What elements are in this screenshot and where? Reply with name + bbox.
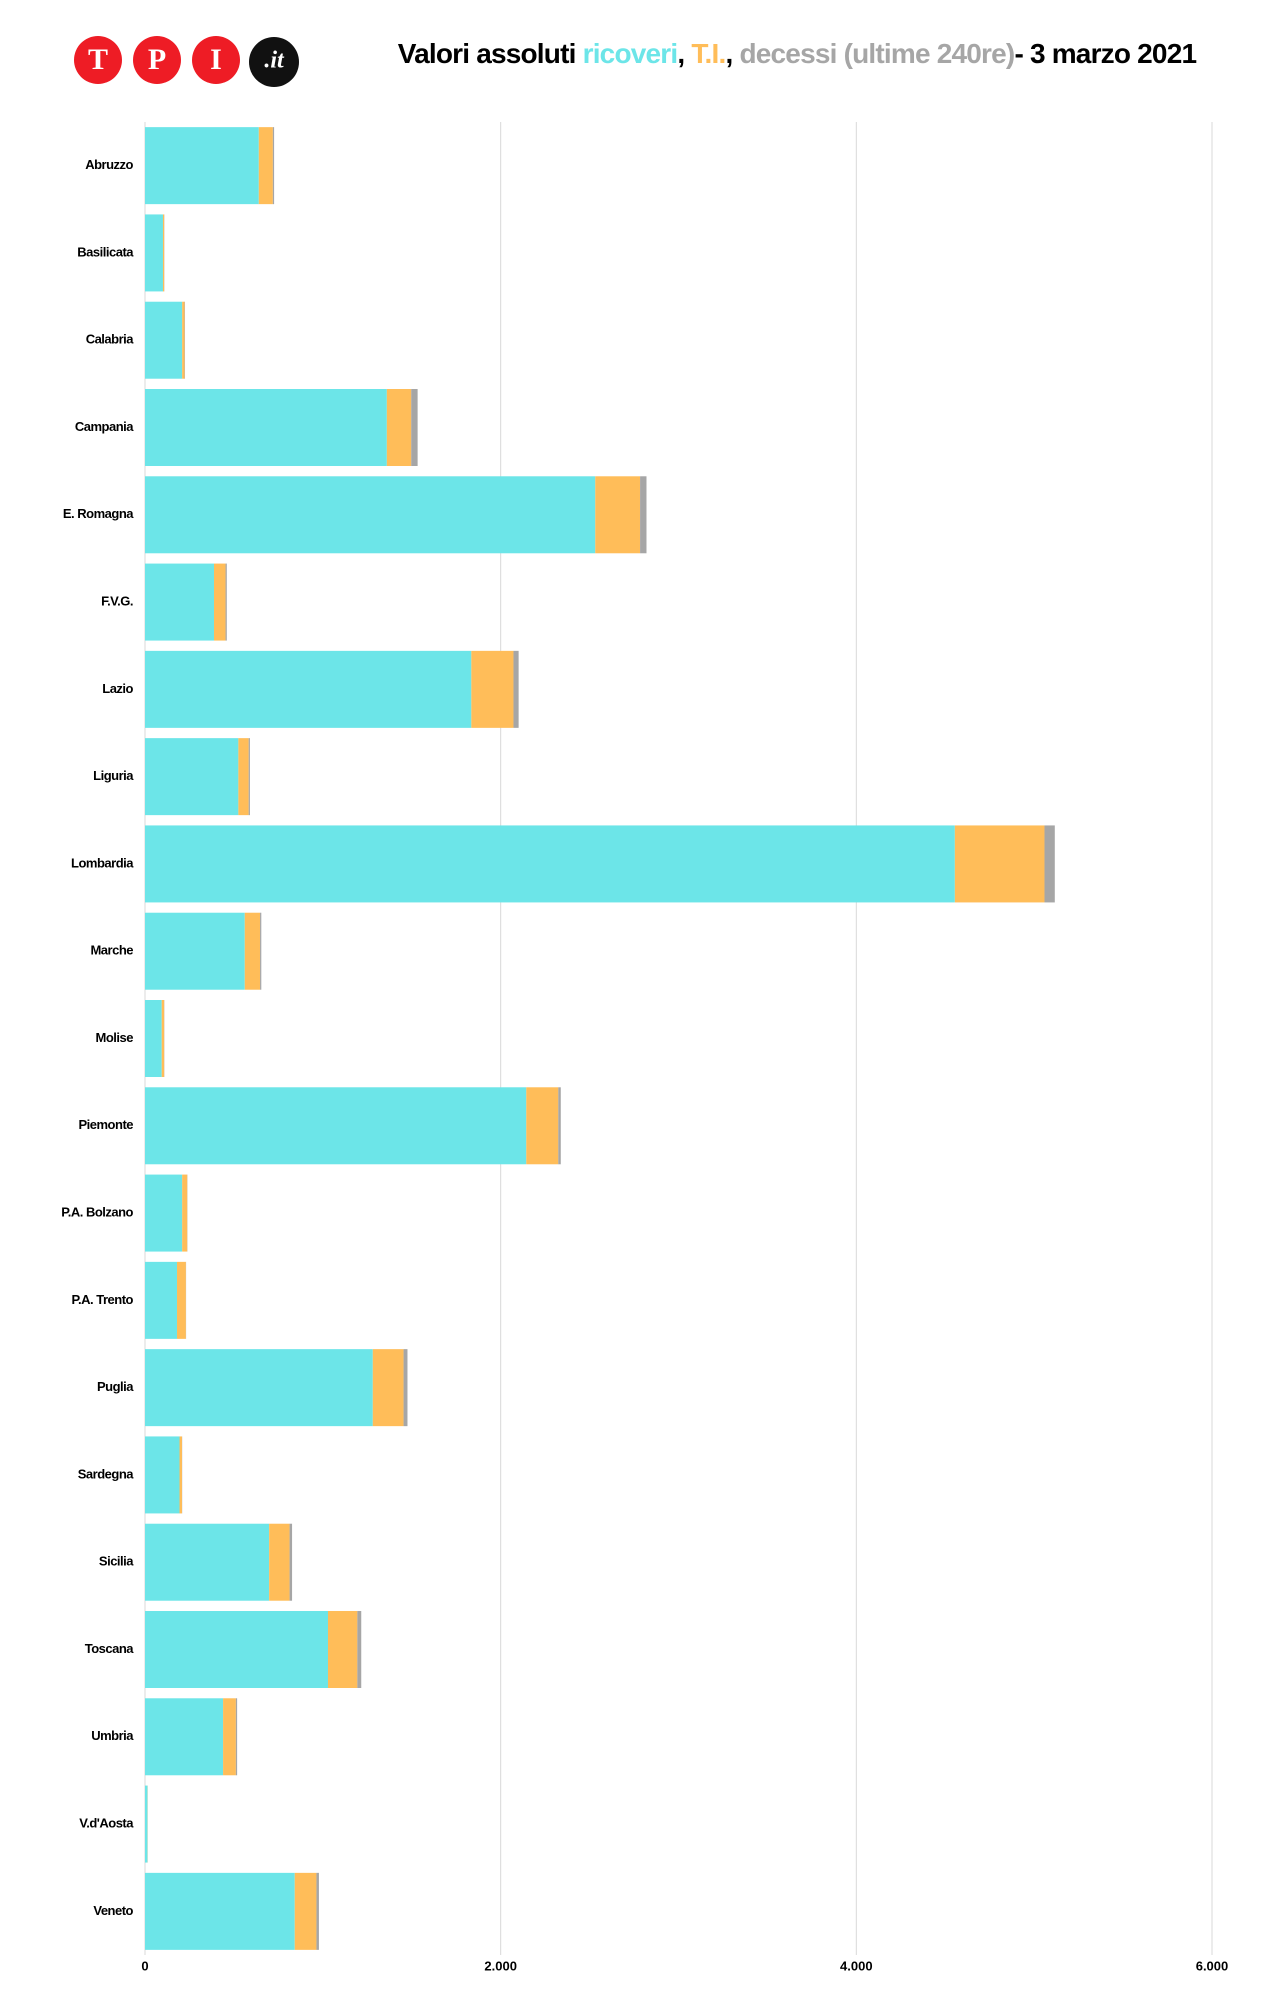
bar-segment (272, 127, 275, 205)
logo: T P I .it (74, 36, 299, 87)
bar-segment (411, 389, 418, 466)
y-tick-label: Lazio (102, 681, 133, 696)
bar-segment (640, 476, 647, 554)
bar-segment (145, 1087, 527, 1165)
bar-segment (403, 1349, 408, 1427)
bar-segment (145, 1872, 295, 1950)
bar-segment (182, 301, 185, 379)
bar-segment (145, 650, 472, 728)
logo-letter: I (210, 43, 222, 76)
bar-segment (145, 912, 245, 990)
bar-segment (145, 1785, 148, 1863)
bar-segment (513, 650, 519, 728)
bar-segment (386, 389, 412, 466)
title-series: T.I. (691, 38, 725, 69)
x-tick-label: 4.000 (840, 1958, 873, 1973)
x-tick-label: 0 (141, 1958, 148, 1973)
bar-segment (289, 1523, 293, 1601)
bar-segment (248, 738, 250, 816)
bar-segment (471, 650, 514, 728)
bar-segment (145, 1261, 178, 1339)
bar-segment (213, 563, 226, 641)
bar-segment (145, 301, 183, 379)
bar-segment (145, 1349, 373, 1427)
bar-segment (145, 825, 955, 903)
chart-title: Valori assoluti ricoveri, T.I., decessi … (398, 38, 1197, 69)
y-tick-label: Abruzzo (85, 157, 133, 172)
bar-segment (161, 1000, 165, 1077)
bar-segment (145, 1174, 183, 1252)
title-series: ricoveri (583, 38, 678, 69)
title-series: decessi (ultime 240re) (739, 38, 1014, 69)
bar-segment (258, 127, 273, 205)
bar-segment (595, 476, 641, 554)
logo-letter: T (88, 43, 108, 76)
title-suffix: - 3 marzo 2021 (1014, 38, 1196, 69)
bar-segment (177, 1261, 186, 1339)
logo-circle (249, 37, 299, 87)
bar-segment (145, 127, 259, 205)
logo-circle (133, 36, 181, 84)
bar-segment (357, 1611, 362, 1688)
bar-segment (294, 1872, 317, 1950)
title-separator: , (725, 38, 732, 69)
y-tick-label: Veneto (93, 1903, 133, 1918)
logo-circle (192, 36, 240, 84)
bar-segment (558, 1087, 561, 1165)
y-tick-label: Lombardia (71, 855, 134, 870)
bar-segment (145, 1611, 328, 1688)
y-tick-label: Toscana (85, 1641, 135, 1656)
y-tick-label: F.V.G. (101, 594, 133, 609)
y-tick-label: Molise (96, 1030, 134, 1045)
bar-segment (223, 1698, 236, 1776)
y-tick-label: Marche (90, 943, 133, 958)
bar-segment (145, 563, 214, 641)
bar-segment (316, 1872, 319, 1950)
bar-segment (244, 912, 261, 990)
x-tick-label: 2.000 (484, 1958, 517, 1973)
bar-segment (260, 912, 262, 990)
logo-letter: P (148, 43, 166, 76)
bar-segment (145, 738, 239, 816)
bar-segment (954, 825, 1045, 903)
bar-segment (145, 1000, 162, 1077)
y-tick-label: Sardegna (78, 1466, 135, 1481)
bar-segment (526, 1087, 559, 1165)
bar-segment (145, 214, 163, 292)
bar-segment (145, 1436, 180, 1514)
y-tick-label: P.A. Trento (72, 1292, 134, 1307)
bar-segment (145, 1698, 224, 1776)
bar-segment (162, 214, 165, 292)
y-tick-label: Sicilia (99, 1554, 134, 1569)
title-separator: , (677, 38, 684, 69)
bar-segment (269, 1523, 290, 1601)
y-tick-label: V.d'Aosta (79, 1816, 134, 1831)
logo-circle (74, 36, 122, 84)
bar-segment (182, 1174, 188, 1252)
y-tick-label: Puglia (97, 1379, 134, 1394)
logo-suffix: .it (264, 48, 285, 74)
bar-segment (327, 1611, 358, 1688)
y-tick-label: Piemonte (78, 1117, 133, 1132)
bar-segment (145, 476, 596, 554)
y-tick-label: Campania (75, 419, 134, 434)
bar-segment (225, 563, 227, 641)
bar-segment (145, 389, 387, 466)
y-tick-label: Liguria (93, 768, 134, 783)
bar-segment (1044, 825, 1055, 903)
y-tick-label: Calabria (86, 332, 135, 347)
y-tick-label: Basilicata (77, 244, 134, 259)
bar-segment (372, 1349, 404, 1427)
y-tick-label: P.A. Bolzano (61, 1205, 133, 1220)
x-tick-label: 6.000 (1196, 1958, 1229, 1973)
y-tick-label: Umbria (91, 1728, 134, 1743)
bar-segment (179, 1436, 182, 1514)
bar-segment (238, 738, 249, 816)
y-tick-label: E. Romagna (63, 506, 134, 521)
title-prefix: Valori assoluti (398, 38, 576, 69)
bar-segment (235, 1698, 238, 1776)
bar-segment (145, 1523, 270, 1601)
